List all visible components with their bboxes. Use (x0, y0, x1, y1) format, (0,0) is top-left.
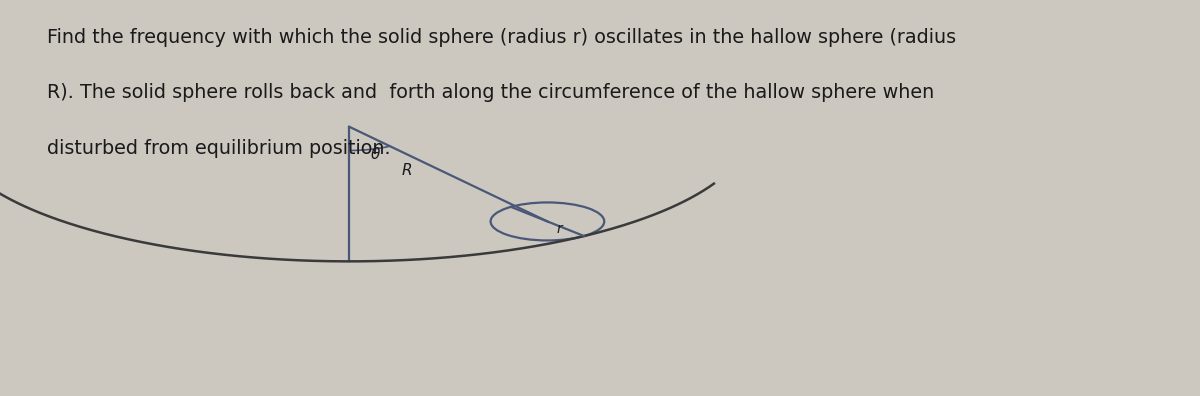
Text: Find the frequency with which the solid sphere (radius r) oscillates in the hall: Find the frequency with which the solid … (47, 28, 956, 47)
Text: R). The solid sphere rolls back and  forth along the circumference of the hallow: R). The solid sphere rolls back and fort… (47, 83, 935, 102)
Text: r: r (557, 223, 562, 236)
Text: θ: θ (371, 147, 380, 162)
Text: R: R (402, 163, 412, 178)
Text: disturbed from equilibrium position.: disturbed from equilibrium position. (47, 139, 391, 158)
